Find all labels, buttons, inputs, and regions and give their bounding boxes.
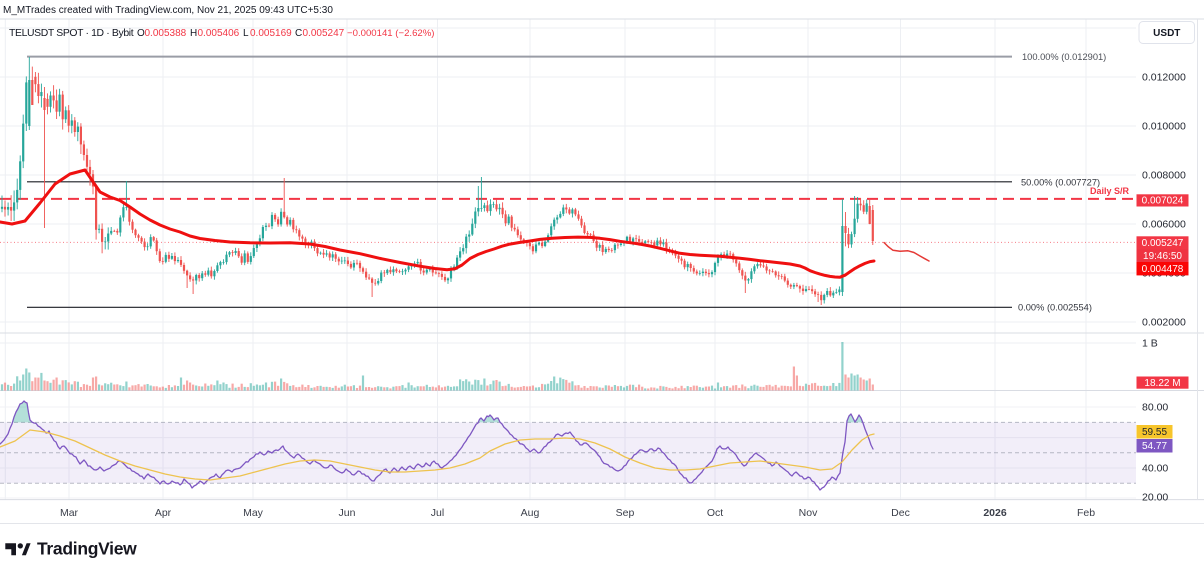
svg-text:2026: 2026 (983, 507, 1007, 519)
svg-text:H: H (190, 28, 197, 39)
svg-text:0.002000: 0.002000 (1142, 317, 1186, 329)
svg-text:Oct: Oct (707, 507, 723, 519)
svg-text:Nov: Nov (799, 507, 818, 519)
svg-text:0.004478: 0.004478 (1142, 264, 1184, 275)
svg-text:0.012000: 0.012000 (1142, 72, 1186, 84)
svg-text:TELUSDT SPOT · 1D · Bybit: TELUSDT SPOT · 1D · Bybit (9, 28, 134, 39)
svg-text:19:46:50: 19:46:50 (1143, 251, 1182, 262)
svg-text:Feb: Feb (1077, 507, 1095, 519)
svg-text:50.00% (0.007727): 50.00% (0.007727) (1021, 178, 1100, 188)
svg-text:54.77: 54.77 (1142, 441, 1167, 452)
svg-text:USDT: USDT (1153, 28, 1180, 39)
svg-text:40.00: 40.00 (1142, 463, 1168, 475)
svg-text:1 B: 1 B (1142, 338, 1158, 350)
svg-text:0.006000: 0.006000 (1142, 219, 1186, 231)
svg-text:0.008000: 0.008000 (1142, 170, 1186, 182)
svg-text:C: C (295, 28, 302, 39)
svg-text:Jun: Jun (339, 507, 356, 519)
svg-text:Daily S/R: Daily S/R (1090, 186, 1130, 196)
svg-text:18.22 M: 18.22 M (1144, 378, 1180, 389)
svg-text:L: L (243, 28, 249, 39)
svg-text:Sep: Sep (616, 507, 635, 519)
svg-text:May: May (243, 507, 264, 519)
svg-text:0.00% (0.002554): 0.00% (0.002554) (1018, 303, 1092, 313)
svg-text:0.005388: 0.005388 (145, 28, 187, 39)
svg-text:TradingView: TradingView (37, 539, 137, 559)
svg-text:100.00% (0.012901): 100.00% (0.012901) (1022, 52, 1106, 62)
svg-text:−0.000141 (−2.62%): −0.000141 (−2.62%) (347, 28, 434, 39)
svg-text:59.55: 59.55 (1142, 427, 1167, 438)
svg-text:0.007024: 0.007024 (1142, 196, 1184, 207)
svg-text:0.005247: 0.005247 (1142, 238, 1184, 249)
svg-text:0.005406: 0.005406 (198, 28, 240, 39)
svg-text:0.005169: 0.005169 (250, 28, 292, 39)
svg-text:Aug: Aug (521, 507, 540, 519)
svg-text:Mar: Mar (60, 507, 79, 519)
svg-text:0.005247: 0.005247 (303, 28, 345, 39)
svg-text:M_MTrades created with Trading: M_MTrades created with TradingView.com, … (3, 5, 333, 16)
svg-text:80.00: 80.00 (1142, 402, 1168, 414)
svg-text:Dec: Dec (891, 507, 910, 519)
svg-text:Apr: Apr (155, 507, 172, 519)
svg-text:O: O (137, 28, 145, 39)
svg-text:20.00: 20.00 (1142, 492, 1168, 504)
svg-text:0.010000: 0.010000 (1142, 121, 1186, 133)
svg-text:Jul: Jul (431, 507, 444, 519)
